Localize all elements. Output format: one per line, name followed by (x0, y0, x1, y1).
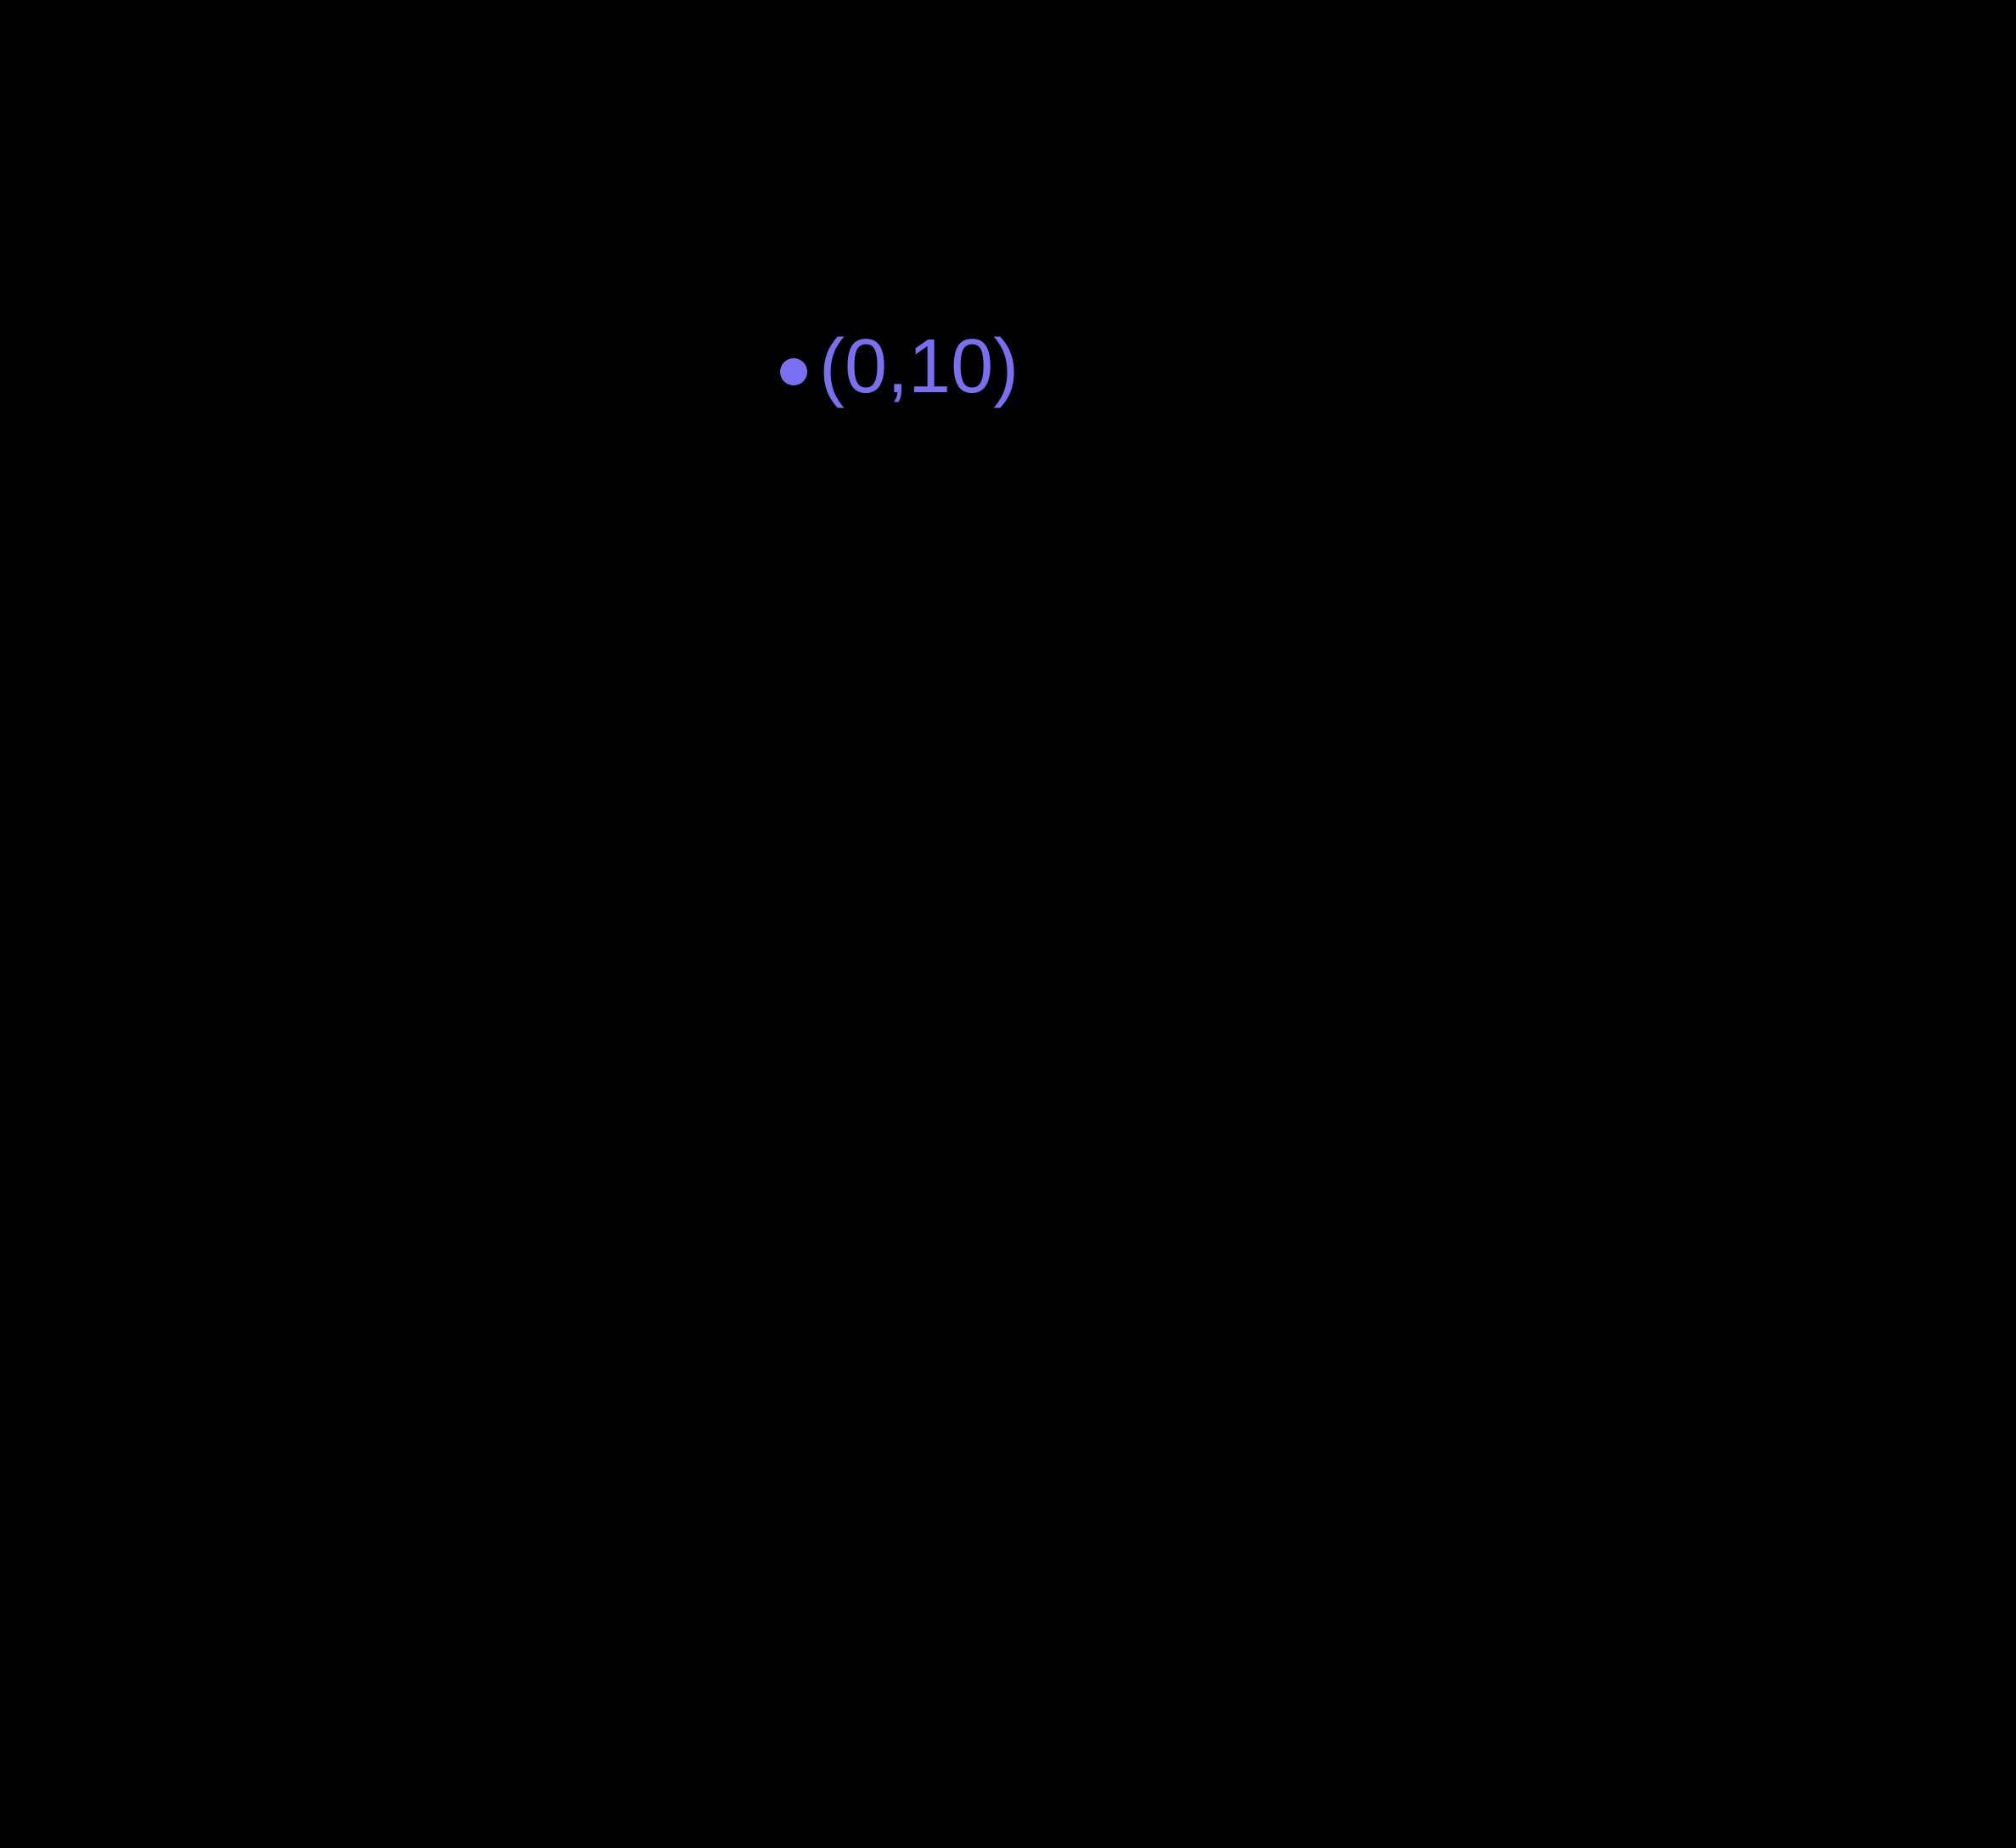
chart-area: (0,10) (0, 0, 2016, 1848)
data-point (780, 358, 807, 385)
scatter-plot: (0,10) (0, 0, 2016, 1848)
data-point-label: (0,10) (819, 324, 1019, 409)
